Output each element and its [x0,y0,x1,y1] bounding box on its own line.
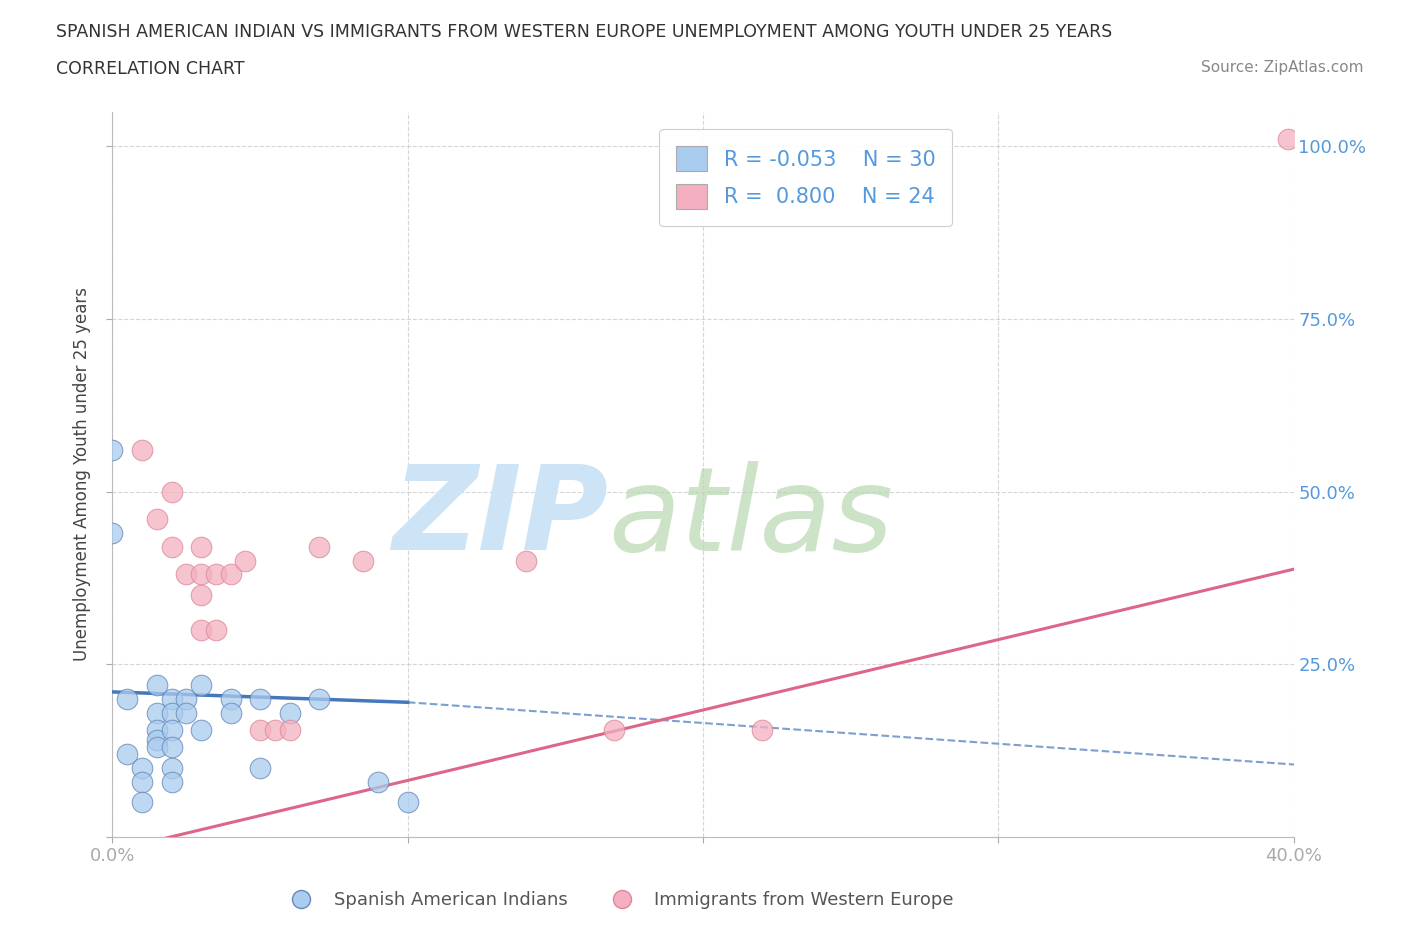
Point [146,705,169,720]
Point [101,525,124,540]
Point [131,795,153,810]
Point [146,723,169,737]
Point [278,705,301,720]
Point [160,691,183,706]
Point [131,443,153,458]
Point [190,539,212,554]
Point [190,588,212,603]
Point [117,691,138,706]
Point [264,723,287,737]
Point [117,747,138,762]
Point [219,567,242,582]
Point [190,723,212,737]
Point [146,739,169,754]
Text: Source: ZipAtlas.com: Source: ZipAtlas.com [1201,60,1364,75]
Point [174,691,197,706]
Text: CORRELATION CHART: CORRELATION CHART [56,60,245,78]
Point [205,567,228,582]
Point [205,622,228,637]
Point [174,705,197,720]
Point [249,691,271,706]
Legend: Spanish American Indians, Immigrants from Western Europe: Spanish American Indians, Immigrants fro… [276,884,962,916]
Point [190,567,212,582]
Point [308,691,330,706]
Point [190,622,212,637]
Point [160,539,183,554]
Point [396,795,419,810]
Text: atlas: atlas [609,461,894,575]
Legend: R = -0.053    N = 30, R =  0.800    N = 24: R = -0.053 N = 30, R = 0.800 N = 24 [659,129,952,226]
Text: SPANISH AMERICAN INDIAN VS IMMIGRANTS FROM WESTERN EUROPE UNEMPLOYMENT AMONG YOU: SPANISH AMERICAN INDIAN VS IMMIGRANTS FR… [56,23,1112,41]
Point [219,705,242,720]
Point [308,539,330,554]
Point [603,723,626,737]
Point [160,723,183,737]
Point [515,553,537,568]
Text: ZIP: ZIP [392,460,609,576]
Point [278,723,301,737]
Point [146,512,169,526]
Point [160,775,183,790]
Point [233,553,256,568]
Point [160,739,183,754]
Point [249,761,271,776]
Point [219,691,242,706]
Point [751,723,773,737]
Point [1277,132,1299,147]
Point [160,761,183,776]
Point [174,567,197,582]
Point [131,775,153,790]
Point [131,761,153,776]
Point [190,678,212,693]
Point [146,678,169,693]
Point [367,775,389,790]
Point [146,733,169,748]
Point [160,705,183,720]
Point [352,553,374,568]
Y-axis label: Unemployment Among Youth under 25 years: Unemployment Among Youth under 25 years [73,287,91,661]
Point [160,485,183,499]
Point [249,723,271,737]
Point [101,443,124,458]
